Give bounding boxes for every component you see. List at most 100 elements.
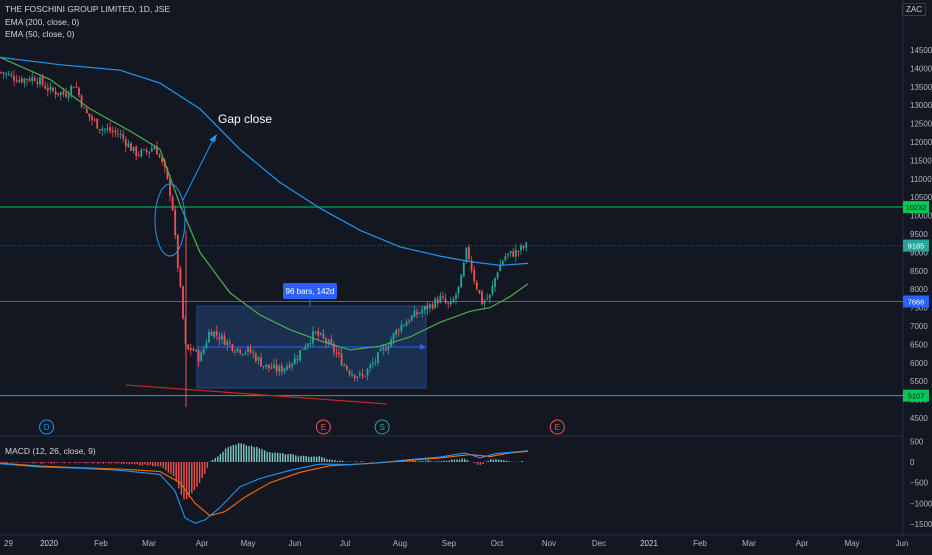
candle-body bbox=[247, 347, 249, 352]
candle-body bbox=[18, 79, 21, 82]
candle-body bbox=[62, 91, 65, 95]
candle-body bbox=[366, 368, 369, 376]
candle-body bbox=[202, 348, 205, 354]
candle-body bbox=[455, 294, 457, 300]
candle-body bbox=[465, 247, 468, 262]
candle-body bbox=[189, 348, 192, 350]
candle-body bbox=[340, 353, 343, 366]
candle-body bbox=[436, 299, 439, 304]
last-price-label: 9185 bbox=[908, 242, 925, 251]
candle-body bbox=[470, 260, 473, 271]
time-axis-tick: May bbox=[844, 539, 859, 548]
candle-body bbox=[509, 250, 512, 254]
candle-body bbox=[2, 72, 5, 74]
candle-body bbox=[7, 73, 10, 75]
candle-body bbox=[293, 357, 296, 364]
candle-body bbox=[150, 148, 153, 152]
candle-body bbox=[98, 129, 101, 131]
candle-body bbox=[169, 177, 171, 196]
candle-body bbox=[473, 270, 476, 282]
candle-body bbox=[44, 85, 47, 89]
candle-body bbox=[221, 335, 223, 340]
candle-body bbox=[254, 353, 257, 362]
candle-body bbox=[117, 133, 119, 135]
candle-body bbox=[392, 333, 395, 341]
candle-body bbox=[275, 364, 278, 372]
level-mid-label: 7666 bbox=[908, 297, 925, 306]
candle-body bbox=[65, 93, 67, 97]
macd-axis-tick: 500 bbox=[910, 437, 924, 446]
candle-body bbox=[278, 366, 281, 372]
time-axis-tick: Apr bbox=[796, 539, 809, 548]
level-lower-label-bg bbox=[903, 389, 929, 402]
time-axis-tick: May bbox=[240, 539, 255, 548]
candle-body bbox=[0, 71, 2, 73]
event-marker bbox=[374, 419, 390, 435]
gap-ellipse bbox=[154, 183, 186, 257]
ema50-legend[interactable]: EMA (50, close, 0) bbox=[5, 29, 75, 39]
candle-body bbox=[322, 333, 325, 338]
candle-body bbox=[387, 346, 390, 350]
candle-body bbox=[361, 374, 364, 376]
candle-body bbox=[57, 93, 60, 95]
candle-body bbox=[130, 143, 132, 152]
candle-body bbox=[499, 264, 502, 272]
candle-body bbox=[104, 128, 106, 130]
symbol-title: THE FOSCHINI GROUP LIMITED, 1D, JSE bbox=[5, 4, 171, 14]
candle-body bbox=[195, 349, 197, 351]
candle-body bbox=[101, 128, 104, 131]
price-axis-tick: 14500 bbox=[910, 46, 932, 55]
candle-body bbox=[447, 302, 450, 304]
candle-body bbox=[70, 85, 73, 94]
candle-body bbox=[512, 251, 515, 257]
candle-body bbox=[273, 364, 275, 368]
candle-body bbox=[33, 77, 36, 82]
candle-body bbox=[462, 262, 465, 277]
candle-body bbox=[286, 366, 288, 370]
candle-body bbox=[408, 320, 411, 322]
candle-body bbox=[288, 364, 291, 368]
support-trend-line bbox=[125, 384, 388, 405]
time-axis-tick: Dec bbox=[592, 539, 606, 548]
candle-body bbox=[93, 119, 96, 121]
time-axis-tick: Feb bbox=[94, 539, 108, 548]
ema50-line bbox=[0, 56, 529, 351]
candle-body bbox=[223, 335, 226, 346]
candle-body bbox=[517, 250, 520, 252]
candle-body bbox=[317, 331, 320, 336]
candle-body bbox=[403, 325, 405, 327]
candle-body bbox=[296, 359, 299, 361]
candle-body bbox=[491, 286, 494, 295]
candle-body bbox=[137, 154, 140, 156]
candle-body bbox=[111, 130, 114, 133]
macd-axis-tick: 0 bbox=[910, 458, 915, 467]
ema200-legend[interactable]: EMA (200, close, 0) bbox=[5, 17, 80, 27]
time-axis-tick: 2021 bbox=[640, 539, 658, 548]
candlestick-series bbox=[0, 70, 528, 407]
candle-body bbox=[309, 342, 312, 344]
candle-body bbox=[522, 246, 525, 248]
candle-body bbox=[429, 304, 431, 309]
price-axis-tick: 7000 bbox=[910, 322, 928, 331]
candle-body bbox=[460, 274, 463, 288]
candle-body bbox=[364, 375, 366, 377]
macd-legend[interactable]: MACD (12, 26, close, 9) bbox=[5, 446, 96, 456]
candle-body bbox=[252, 352, 255, 354]
price-axis-tick: 8500 bbox=[910, 267, 928, 276]
candle-body bbox=[122, 134, 125, 139]
time-axis-tick: Jul bbox=[340, 539, 350, 548]
candle-body bbox=[452, 298, 455, 303]
candle-body bbox=[46, 87, 49, 91]
candle-body bbox=[5, 73, 8, 75]
candle-body bbox=[379, 349, 382, 351]
candle-body bbox=[325, 338, 327, 343]
candle-body bbox=[83, 107, 86, 109]
candle-body bbox=[525, 242, 528, 248]
candle-body bbox=[91, 116, 93, 120]
candle-body bbox=[348, 370, 351, 375]
candle-body bbox=[494, 277, 496, 287]
event-marker bbox=[315, 419, 331, 435]
candle-body bbox=[179, 267, 182, 287]
